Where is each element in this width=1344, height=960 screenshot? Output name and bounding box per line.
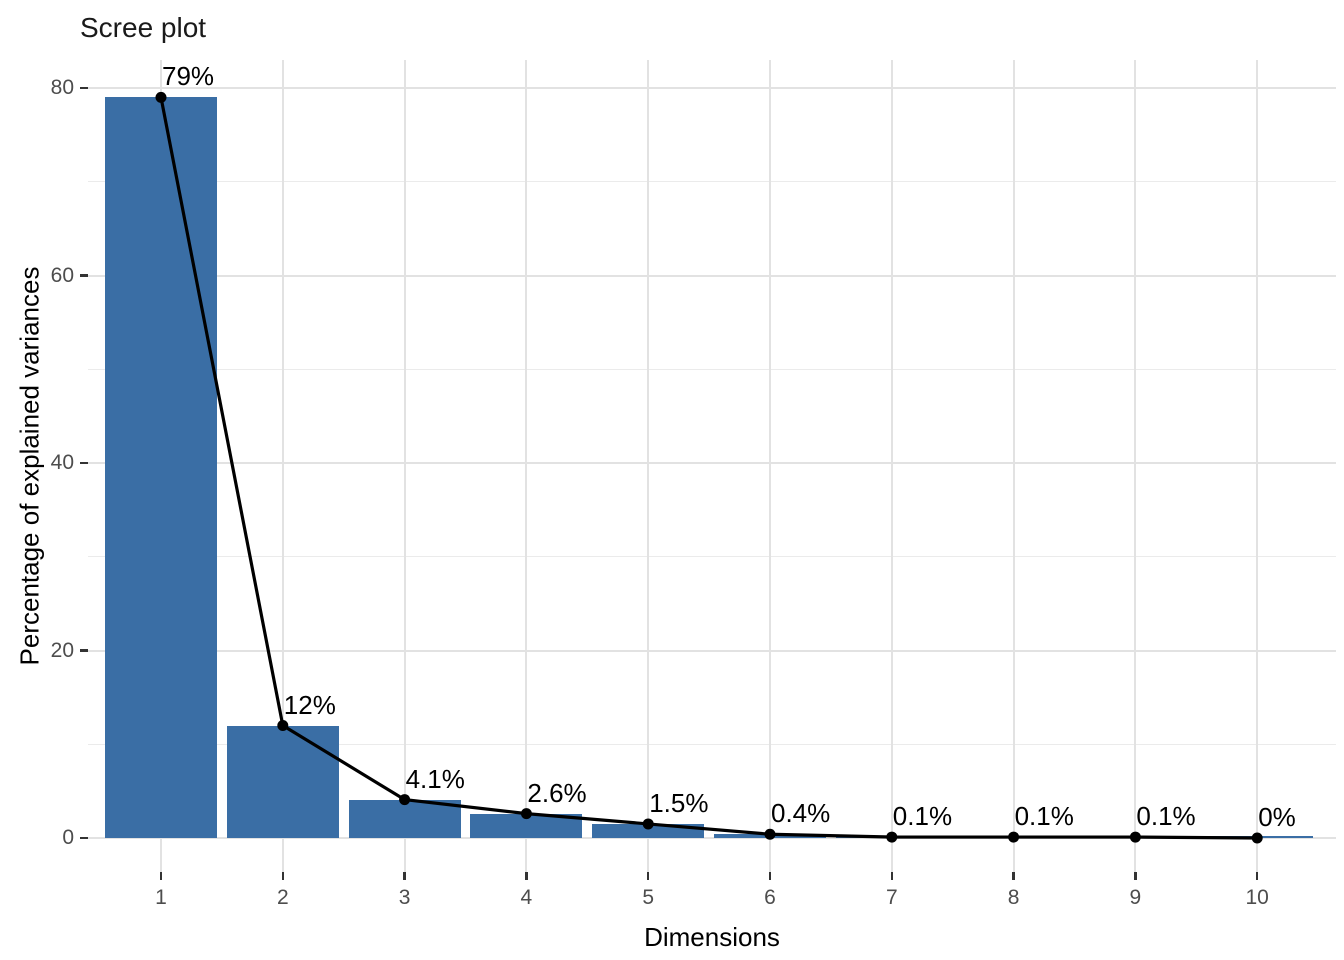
variance-bar: [714, 834, 826, 838]
point-label: 0.1%: [1014, 801, 1074, 832]
x-tick-label: 3: [398, 886, 411, 909]
gridline-major-x: [1256, 60, 1259, 875]
x-tick: [1012, 872, 1015, 880]
point-label: 0.1%: [1136, 801, 1196, 832]
point-label: 4.1%: [405, 763, 465, 794]
point-label: 0%: [1258, 802, 1296, 832]
y-tick-label: 80: [50, 76, 74, 99]
x-tick: [768, 872, 772, 880]
x-tick: [1255, 872, 1259, 880]
x-tick: [281, 872, 285, 880]
y-tick: [80, 86, 88, 90]
point-label: 1.5%: [649, 787, 709, 818]
x-tick-label: 10: [1245, 886, 1269, 909]
gridline-major-x: [1012, 60, 1015, 875]
gridline-major-x: [1134, 60, 1137, 875]
y-tick: [80, 836, 88, 840]
point-label: 12%: [283, 689, 336, 720]
x-tick: [159, 872, 163, 880]
gridline-minor-y: [88, 181, 1336, 183]
gridline-minor-y: [88, 368, 1336, 370]
point-label: 0.1%: [892, 801, 953, 832]
y-tick-label: 60: [50, 263, 74, 287]
x-tick: [1134, 872, 1137, 880]
variance-bar: [348, 799, 461, 838]
x-tick-label: 2: [276, 886, 289, 909]
x-tick-label: 5: [642, 886, 655, 909]
x-tick: [890, 872, 894, 880]
x-tick: [525, 872, 528, 880]
variance-bar: [105, 97, 217, 838]
y-tick: [80, 461, 88, 465]
y-tick-label: 20: [50, 638, 74, 662]
gridline-major-x: [403, 60, 406, 875]
x-tick-label: 7: [885, 886, 898, 909]
y-tick: [80, 649, 88, 652]
variance-bar: [226, 725, 339, 838]
variance-bar: [1201, 836, 1314, 838]
x-tick: [646, 872, 650, 880]
x-tick-label: 8: [1007, 886, 1020, 909]
gridline-major-x: [890, 60, 893, 875]
y-tick-label: 0: [62, 826, 74, 849]
chart-title: Scree plot: [80, 12, 207, 43]
gridline-major-x: [769, 60, 771, 875]
gridline-major-y: [88, 462, 1336, 464]
variance-bar: [957, 836, 1070, 838]
point-label: 2.6%: [527, 777, 587, 808]
gridline-major-y: [88, 274, 1336, 277]
x-tick-label: 9: [1129, 886, 1142, 909]
x-tick-label: 4: [520, 886, 533, 909]
x-tick: [403, 872, 406, 880]
variance-bar: [470, 813, 583, 838]
gridline-major-y: [88, 87, 1336, 89]
y-tick-label: 40: [50, 451, 74, 474]
gridline-major-x: [525, 60, 528, 875]
variance-bar: [835, 836, 948, 838]
variance-bar: [1079, 836, 1192, 838]
x-axis-title: Dimensions: [644, 922, 780, 952]
point-label: 0.4%: [771, 798, 831, 829]
gridline-major-x: [647, 60, 650, 875]
y-tick: [80, 274, 88, 277]
gridline-minor-y: [88, 556, 1336, 558]
x-tick-label: 6: [764, 886, 776, 909]
x-tick-label: 1: [155, 886, 167, 909]
point-label: 79%: [162, 61, 215, 92]
variance-bar: [592, 823, 705, 838]
gridline-major-y: [88, 649, 1336, 652]
